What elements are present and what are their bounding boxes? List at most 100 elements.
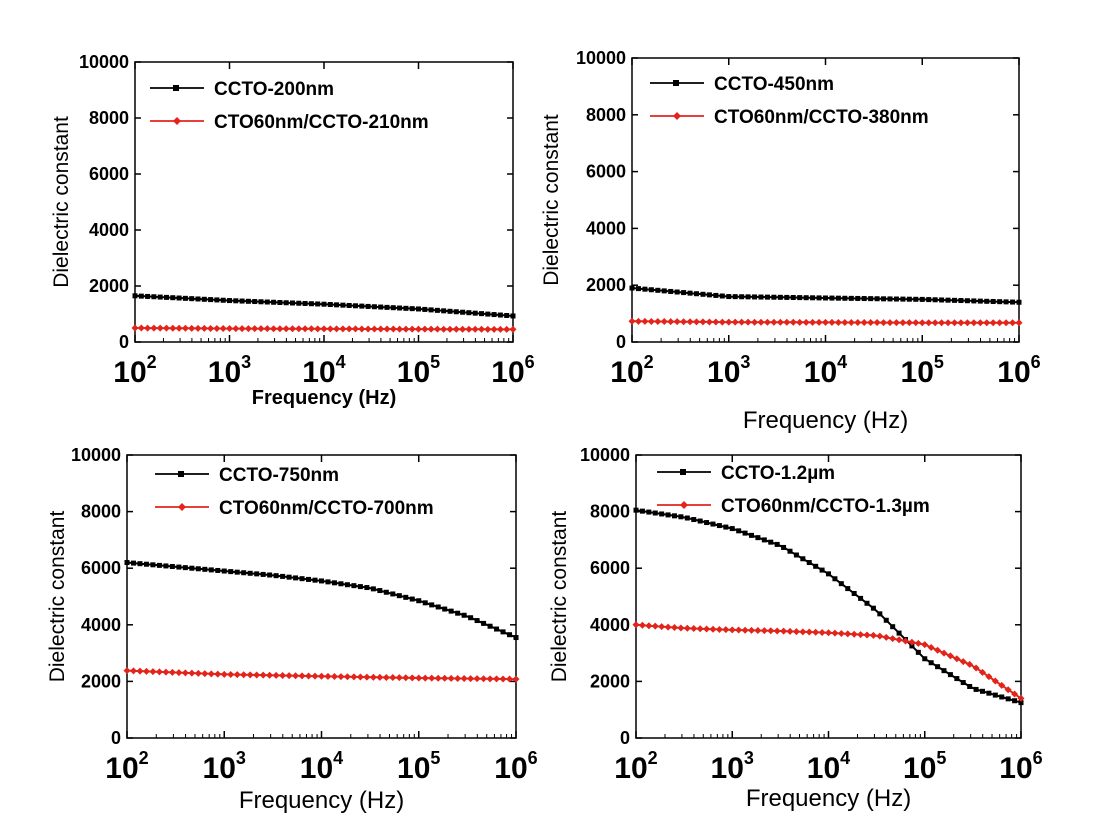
data-point (680, 318, 688, 326)
y-axis-title: Dielectric constant (548, 511, 571, 683)
y-axis-title: Dielectric constant (50, 116, 73, 288)
data-point (195, 296, 201, 302)
data-point (797, 295, 803, 301)
data-point (378, 304, 384, 310)
data-point (855, 295, 861, 301)
data-point (889, 635, 897, 643)
data-point (823, 295, 828, 301)
data-point (954, 676, 960, 682)
y-tick-label: 4000 (590, 615, 630, 635)
data-point (1018, 700, 1024, 706)
data-point (163, 563, 169, 569)
data-point (383, 589, 389, 595)
data-point (283, 300, 289, 306)
y-tick-label: 2000 (89, 276, 129, 296)
y-tick-label: 4000 (89, 220, 129, 240)
data-point (952, 297, 957, 303)
legend-label: CTO60nm/CCTO-700nm (219, 498, 434, 519)
data-point (928, 660, 934, 666)
x-tick-label: 103 (208, 352, 251, 389)
chart-panel-2: 0 2000 4000 6000 8000 10000 102 103 104 105 106 Fre… (540, 48, 1041, 434)
data-point (728, 626, 736, 634)
data-point (490, 325, 498, 333)
data-point (700, 291, 706, 297)
data-point (427, 325, 435, 333)
data-point (951, 319, 958, 327)
series-1 (132, 293, 516, 319)
x-tick-label: 102 (105, 748, 148, 785)
data-point (882, 633, 890, 641)
data-point (940, 649, 948, 657)
data-point (890, 624, 896, 630)
data-point (896, 630, 902, 636)
data-point (848, 295, 854, 301)
data-point (918, 319, 926, 327)
data-point (358, 325, 366, 333)
data-point (499, 675, 507, 683)
data-point (793, 552, 799, 558)
data-point (258, 299, 264, 305)
data-point (473, 675, 481, 683)
data-point (706, 292, 712, 298)
data-point (251, 325, 259, 333)
x-tick-label: 102 (113, 352, 156, 389)
data-point (312, 577, 318, 583)
data-point (868, 296, 874, 302)
data-point (142, 667, 150, 675)
data-point (308, 301, 314, 307)
data-point (208, 297, 214, 303)
data-point (353, 303, 358, 309)
y-tick-label: 8000 (590, 502, 630, 522)
data-point (864, 600, 870, 606)
data-point (658, 623, 666, 631)
y-tick-label: 0 (119, 332, 129, 352)
data-point (402, 325, 410, 333)
data-point (452, 325, 460, 333)
data-point (454, 674, 462, 682)
data-point (480, 675, 488, 683)
y-tick-label: 2000 (590, 671, 630, 691)
data-point (510, 313, 516, 319)
y-tick-label: 10000 (580, 445, 630, 465)
data-point (194, 669, 202, 677)
data-point (124, 560, 130, 566)
data-point (311, 672, 319, 680)
data-point (254, 571, 260, 577)
data-point (886, 319, 894, 327)
data-point (819, 567, 825, 573)
data-point (1003, 299, 1009, 305)
data-point (754, 626, 762, 634)
data-point (409, 306, 415, 312)
series-line (126, 561, 517, 639)
y-tick-label: 6000 (89, 164, 129, 184)
data-point (202, 566, 208, 572)
data-point (181, 669, 189, 677)
data-point (421, 674, 429, 682)
data-point (716, 523, 722, 529)
data-point (228, 569, 234, 575)
data-point (415, 325, 422, 333)
data-point (408, 325, 416, 333)
data-point (441, 308, 447, 314)
x-tick-label: 106 (999, 748, 1042, 785)
data-point (922, 656, 928, 662)
data-point (1010, 299, 1016, 305)
data-point (741, 626, 749, 634)
data-point (175, 669, 183, 677)
data-point (188, 669, 196, 677)
data-point (239, 298, 245, 304)
data-point (389, 674, 397, 682)
data-point (460, 675, 468, 683)
data-point (259, 671, 267, 679)
data-point (213, 324, 221, 332)
data-point (767, 627, 775, 635)
data-point (909, 643, 915, 649)
data-point (408, 674, 416, 682)
data-point (314, 325, 322, 333)
data-point (674, 289, 680, 295)
data-point (686, 318, 694, 326)
data-point (703, 625, 711, 633)
data-point (446, 325, 454, 333)
data-point (356, 673, 364, 681)
